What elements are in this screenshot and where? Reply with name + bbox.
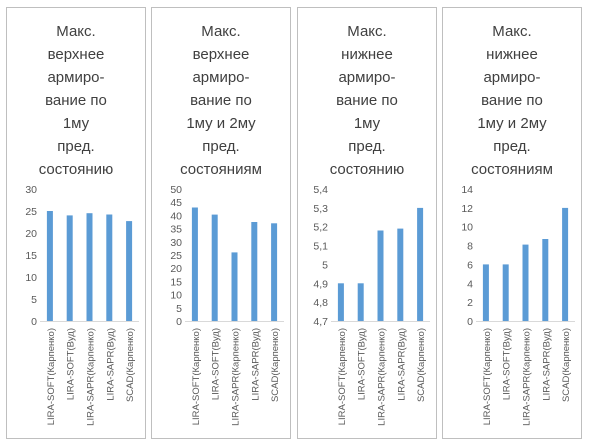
x-category-label: LIRA-SOFT(Карпенко): [46, 328, 57, 425]
y-tick-label: 15: [25, 250, 37, 262]
y-tick-label: 35: [170, 224, 182, 236]
x-category-label: LIRA-SAPR(Вуд): [541, 328, 552, 401]
chart-panel-3: Макс. нижнее армиро- вание по 1му пред. …: [297, 7, 437, 439]
bar: [251, 222, 258, 321]
chart-panel-2: Макс. верхнее армиро- вание по 1му и 2му…: [151, 7, 291, 439]
y-tick-label: 10: [461, 222, 473, 234]
x-category-label: SCAD(Карпенко): [270, 328, 281, 402]
y-tick-label: 20: [170, 263, 182, 275]
y-tick-label: 0: [467, 316, 473, 328]
y-tick-label: 0: [31, 316, 37, 328]
x-category-label: LIRA-SAPR(Вуд): [105, 328, 116, 401]
x-category-label: LIRA-SOFT(Вуд): [66, 328, 77, 400]
y-tick-label: 5,3: [313, 203, 328, 215]
y-tick-label: 2: [467, 297, 473, 309]
bar: [522, 244, 529, 321]
y-tick-label: 5: [176, 303, 182, 315]
bar: [66, 215, 73, 321]
x-category-label: LIRA-SOFT(Вуд): [211, 328, 222, 400]
y-tick-label: 5,1: [313, 241, 328, 253]
y-tick-label: 5: [322, 259, 328, 271]
x-category-label: LIRA-SOFT(Карпенко): [482, 328, 493, 425]
y-tick-label: 14: [461, 184, 473, 196]
y-tick-label: 5,4: [313, 184, 328, 196]
chart-title: Макс. верхнее армиро- вание по 1му и 2му…: [180, 23, 262, 178]
bar: [397, 228, 404, 321]
y-tick-label: 5,2: [313, 222, 328, 234]
y-tick-label: 30: [170, 237, 182, 249]
y-tick-label: 25: [25, 206, 37, 218]
y-tick-label: 45: [170, 197, 182, 209]
x-category-label: SCAD(Карпенко): [416, 328, 427, 402]
x-category-label: LIRA-SOFT(Вуд): [502, 328, 513, 400]
bar: [357, 283, 364, 321]
bar: [46, 211, 53, 321]
bar: [271, 223, 278, 321]
bar: [231, 252, 238, 321]
chart-title: Макс. верхнее армиро- вание по 1му пред.…: [38, 23, 114, 178]
x-category-label: LIRA-SOFT(Карпенко): [191, 328, 202, 425]
x-category-label: LIRA-SAPR(Карпенко): [377, 328, 388, 426]
y-tick-label: 40: [170, 210, 182, 222]
y-tick-label: 4: [467, 278, 473, 290]
x-category-label: LIRA-SOFT(Карпенко): [337, 328, 348, 425]
x-category-label: LIRA-SOFT(Вуд): [357, 328, 368, 400]
bar: [502, 264, 509, 321]
y-tick-label: 25: [170, 250, 182, 262]
x-category-label: LIRA-SAPR(Карпенко): [231, 328, 242, 426]
bar: [106, 214, 113, 321]
y-tick-label: 4,9: [313, 278, 328, 290]
y-tick-label: 4,7: [313, 316, 328, 328]
x-category-label: LIRA-SAPR(Вуд): [396, 328, 407, 401]
bar-chart: 0 5 10 15 20 25 30 LIRA-SOFT(Карпенко) LIRA-SOFT…: [25, 184, 139, 426]
chart-panel-1: Макс. верхнее армиро- вание по 1му пред.…: [6, 7, 146, 439]
y-tick-label: 20: [25, 228, 37, 240]
y-tick-label: 50: [170, 184, 182, 196]
bar: [337, 283, 344, 321]
x-category-label: SCAD(Карпенко): [125, 328, 136, 402]
y-tick-label: 6: [467, 259, 473, 271]
bar: [562, 207, 569, 321]
chart-panel-4: Макс. нижнее армиро- вание по 1му и 2му …: [442, 7, 582, 439]
y-tick-label: 4,8: [313, 297, 328, 309]
bar: [211, 214, 218, 321]
y-tick-label: 0: [176, 316, 182, 328]
y-tick-label: 12: [461, 203, 473, 215]
x-category-label: LIRA-SAPR(Карпенко): [522, 328, 533, 426]
bar: [191, 207, 198, 321]
y-tick-label: 8: [467, 241, 473, 253]
x-category-label: LIRA-SAPR(Карпенко): [86, 328, 97, 426]
x-category-label: LIRA-SAPR(Вуд): [250, 328, 261, 401]
bar: [417, 207, 424, 321]
bar: [542, 239, 549, 321]
y-tick-label: 30: [25, 184, 37, 196]
y-tick-label: 10: [25, 272, 37, 284]
bar-chart: 4,7 4,8 4,9 5 5,1 5,2 5,3 5,4 LIRA-SOFT(Карпенко…: [313, 184, 430, 426]
bar: [482, 264, 489, 321]
y-tick-label: 5: [31, 294, 37, 306]
bar: [377, 230, 384, 321]
y-tick-label: 10: [170, 290, 182, 302]
chart-title: Макс. нижнее армиро- вание по 1му пред. …: [329, 23, 405, 178]
bar-chart: 0 2 4 6 8 10 12 14 LIRA-SOFT(Карпенко) LIRA-SOFT(…: [461, 184, 575, 426]
bar: [86, 213, 93, 321]
bar: [126, 221, 133, 321]
y-tick-label: 15: [170, 276, 182, 288]
chart-title: Макс. нижнее армиро- вание по 1му и 2му …: [471, 23, 553, 178]
x-category-label: SCAD(Карпенко): [561, 328, 572, 402]
